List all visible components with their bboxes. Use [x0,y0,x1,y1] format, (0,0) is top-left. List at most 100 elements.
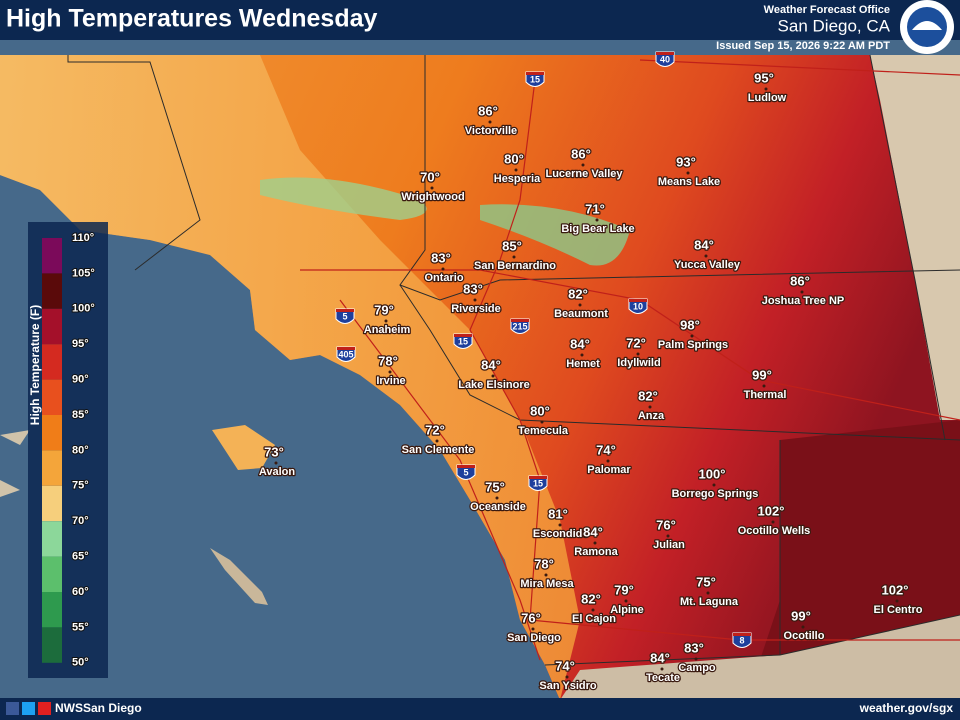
highway-shield: 5 [456,464,476,480]
san-clemente-island [210,548,268,605]
city-temp: 72° [626,335,646,350]
city-temp: 99° [791,608,811,623]
green-zone [260,177,427,220]
city: 73° Avalon [258,443,297,479]
city-dot [384,319,388,323]
city: 81° Escondido [532,505,591,541]
city-temp: 83° [684,640,704,655]
shield-top [529,476,547,479]
city-temp: 81° [548,506,568,521]
shield [525,71,545,87]
city-temp: 84° [583,524,603,539]
city-dot [591,608,595,612]
city-temp: 78° [378,353,398,368]
city-temp: 84° [650,650,670,665]
city-name: Big Bear Lake [561,223,634,235]
legend-tick: 110° [72,232,94,244]
shield-label: 40 [660,54,670,64]
shield [628,298,648,314]
city-temp: 80° [530,403,550,418]
city-name: Joshua Tree NP [762,295,845,307]
city-name: El Cajon [572,613,616,625]
city-dot [686,171,690,175]
city: 83° Riverside [450,280,502,316]
city-name: Yucca Valley [674,259,741,271]
city-name: Means Lake [658,176,720,188]
shield [528,475,548,491]
city-name: San Ysidro [539,680,597,692]
city-temp: 82° [638,388,658,403]
shield-label: 15 [530,74,540,84]
handle: NWSSan Diego [55,701,142,715]
highway-shield: 215 [510,318,530,334]
shield [732,632,752,648]
city: 86° Lucerne Valley [544,145,624,181]
city: 80° Temecula [517,402,570,438]
shield-top [337,347,355,350]
city-name: Tecate [646,672,680,684]
green-zone [480,204,630,266]
shield [456,464,476,480]
city-name: Alpine [610,604,644,616]
city-dot [388,370,392,374]
city-dot [666,534,670,538]
city-dot [274,461,278,465]
city-dot [514,168,518,172]
shield-top [454,334,472,337]
legend-title: High Temperature (F) [28,305,42,425]
city: 76° San Diego [506,609,563,645]
city-name: San Diego [507,632,561,644]
shield-label: 15 [458,336,468,346]
city-temp: 100° [699,466,726,481]
city-temp: 74° [555,658,575,673]
shield-top [629,299,647,302]
city-dot [694,657,698,661]
legend-tick: 90° [72,374,89,386]
city-name: Borrego Springs [672,488,759,500]
city-temp: 99° [752,367,772,382]
city: 72° San Clemente [400,421,475,457]
city-name: Victorville [465,125,517,137]
city: 82° Anza [637,387,667,423]
city-dot [706,591,710,595]
legend-tick: 85° [72,409,89,421]
title: High Temperatures Wednesday [6,5,377,33]
city-dot [540,420,544,424]
city-temp: 78° [534,556,554,571]
city-temp: 83° [431,250,451,265]
city: 84° Yucca Valley [673,236,742,272]
terrain [870,55,960,420]
legend-box [28,222,108,678]
city-dot [800,290,804,294]
city-name: Lake Elsinore [458,379,530,391]
city-temp: 73° [264,444,284,459]
city: 75° Oceanside [469,478,527,514]
city: 86° Victorville [464,102,519,138]
shield [335,308,355,324]
city-name: Julian [653,539,685,551]
legend-tick: 105° [72,267,95,279]
city-temp: 72° [425,422,445,437]
social-icons [6,702,51,715]
legend-tick: 75° [72,480,89,492]
city-dot [558,523,562,527]
highway-shield: 405 [336,346,356,362]
city: 84° Tecate [645,649,682,685]
city-temp: 76° [521,610,541,625]
legend-tick: 60° [72,586,89,598]
shield [336,346,356,362]
city-temp: 83° [463,281,483,296]
city-dot [473,298,477,302]
shield-label: 5 [463,467,468,477]
city-name: El Centro [874,604,923,616]
city-name: Anza [638,410,665,422]
city-dot [712,483,716,487]
city: 75° Mt. Laguna [679,573,740,609]
highway-shield: 15 [528,475,548,491]
city: 83° Campo [677,639,717,675]
city-name: Campo [678,662,716,674]
footer-bar [0,698,960,720]
islands [0,430,30,497]
legend-swatch [42,238,62,274]
